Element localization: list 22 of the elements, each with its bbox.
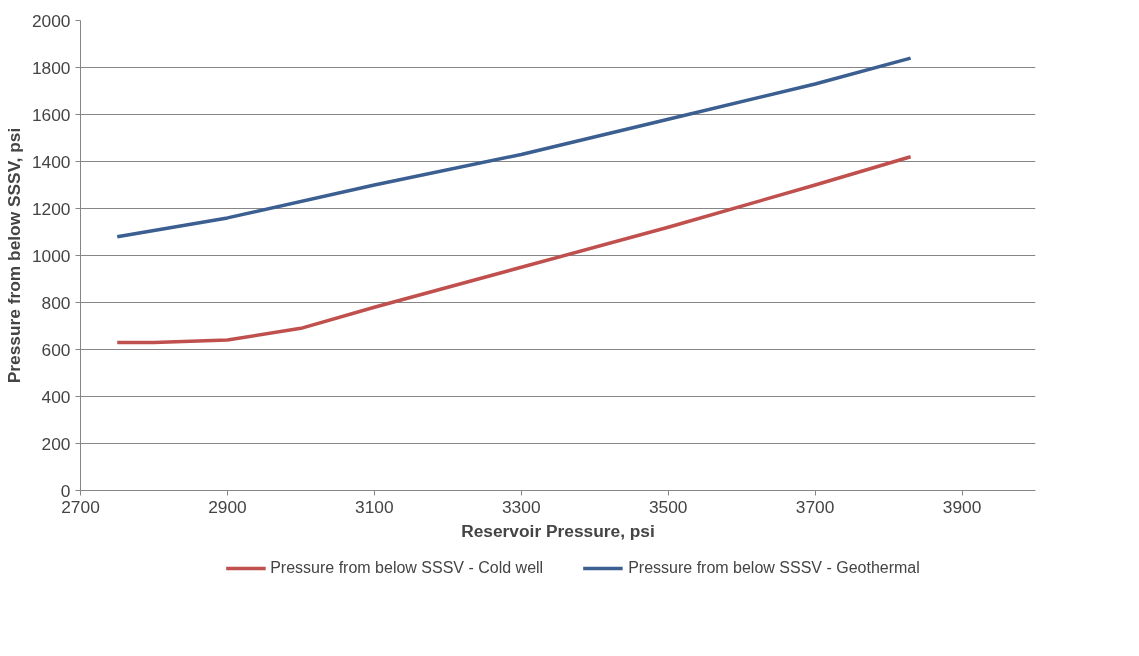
y-tick-label: 2000 (31, 10, 71, 31)
y-tick-label: 1800 (31, 57, 71, 78)
x-tick-label: 3500 (648, 496, 688, 517)
y-tick-label: 1000 (31, 245, 71, 266)
legend-label: Pressure from below SSSV - Geothermal (628, 559, 920, 577)
y-tick-label: 1400 (31, 151, 71, 172)
x-tick-label: 2900 (208, 496, 247, 517)
x-tick-label: 3300 (502, 496, 541, 517)
y-tick-label: 400 (41, 386, 71, 407)
x-tick-label: 3900 (942, 496, 982, 517)
y-tick-label: 200 (41, 433, 71, 454)
x-axis-title: Reservoir Pressure, psi (461, 520, 655, 541)
y-tick-label: 1600 (31, 104, 71, 125)
line-series (115, 155, 913, 345)
x-tick-label: 3700 (795, 496, 835, 517)
y-tick-label: 1200 (31, 198, 71, 219)
legend-label: Pressure from below SSSV - Cold well (270, 559, 544, 577)
x-tick-label: 3100 (355, 496, 394, 517)
line-series (115, 56, 913, 239)
y-axis-title: Pressure from below SSSV, psi (3, 127, 24, 384)
y-tick-label: 800 (41, 292, 71, 313)
y-tick-label: 600 (41, 339, 71, 360)
